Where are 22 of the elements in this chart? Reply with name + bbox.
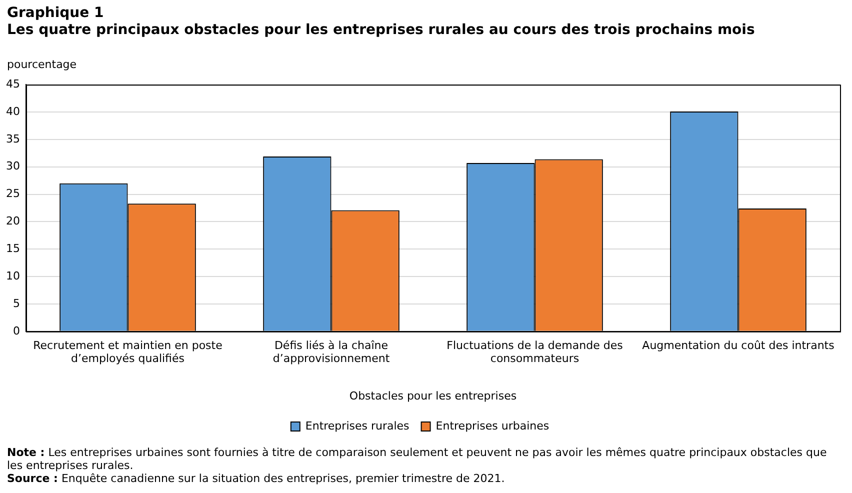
y-tick-label: 45 bbox=[6, 77, 20, 90]
chart-title: Graphique 1 bbox=[7, 5, 105, 22]
x-axis-title: Obstacles pour les entreprises bbox=[349, 389, 517, 402]
x-tick-label: Défis liés à la chaîne d’approvisionnement bbox=[272, 338, 390, 366]
x-tick-label: Recrutement et maintien en poste d’employés qualifiés bbox=[33, 338, 223, 366]
y-tick-label: 10 bbox=[6, 269, 20, 282]
x-tick-label: Fluctuations de la demande des consommateurs bbox=[446, 338, 624, 366]
y-tick-label: 35 bbox=[6, 132, 20, 146]
x-tick-label: Augmentation du coût des intrants bbox=[642, 338, 835, 352]
legend-label: Entreprises urbaines bbox=[436, 419, 550, 432]
y-tick-label: 15 bbox=[6, 242, 20, 255]
y-tick-label: 25 bbox=[6, 187, 20, 200]
y-tick-label: 0 bbox=[12, 324, 20, 338]
y-tick-label: 5 bbox=[12, 296, 20, 310]
y-tick-label: 40 bbox=[6, 104, 20, 118]
y-tick-label: 20 bbox=[6, 214, 20, 228]
y-axis-title: pourcentage bbox=[7, 58, 77, 71]
chart-subtitle: Les quatre principaux obstacles pour les entreprises rurales au cours des trois prochains mois bbox=[7, 22, 755, 39]
text: Note : Les entreprises urbaines sont fournies à titre de comparaison seulement et peuvent ne pas avoir les mêmes quatre principaux obstacles que les entreprises rurales. bbox=[7, 446, 827, 472]
y-tick-label: 30 bbox=[6, 160, 20, 173]
legend-label: Entreprises rurales bbox=[305, 419, 410, 432]
source-note: Source : Enquête canadienne sur la situation des entreprises, premier trimestre de 2021. bbox=[7, 472, 505, 485]
